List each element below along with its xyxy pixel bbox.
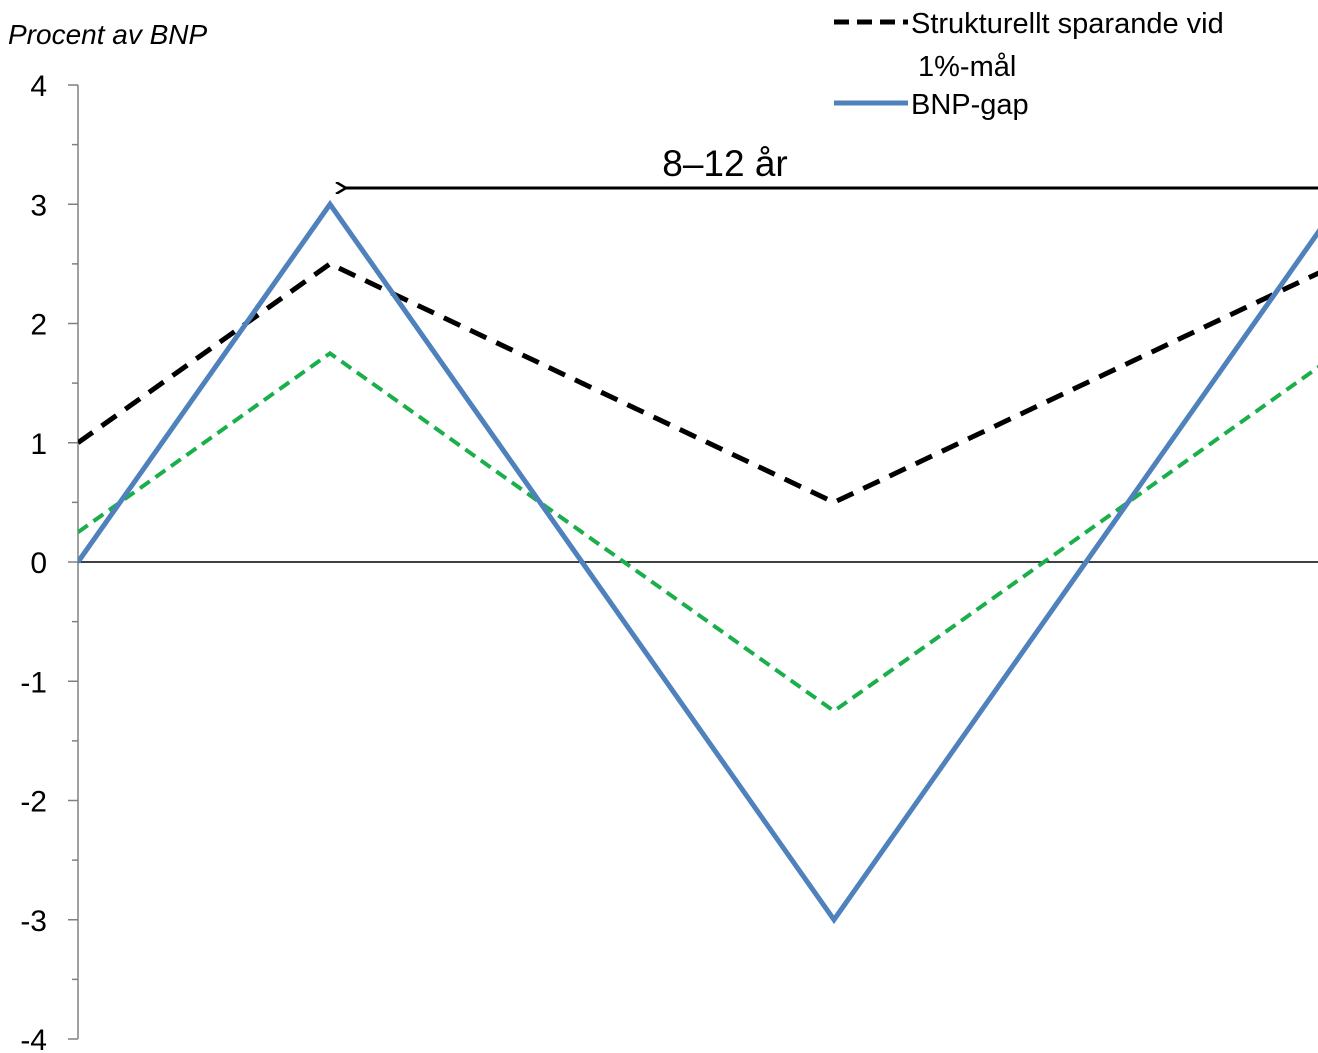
y-tick-label: 1 <box>30 428 47 461</box>
y-tick-label: -1 <box>20 666 47 699</box>
legend-label-strukturellt-line2: 1%-mål <box>918 51 1016 83</box>
legend-label-strukturellt: Strukturellt sparande vid <box>911 8 1224 40</box>
y-tick-label: -3 <box>20 905 47 938</box>
y-tick-label: -2 <box>20 786 47 819</box>
series-line-green <box>78 350 1318 714</box>
legend-label-bnpgap: BNP-gap <box>911 89 1029 121</box>
series-line-bnpgap <box>78 199 1318 925</box>
y-tick-label: 2 <box>30 309 47 342</box>
y-tick-label: -4 <box>20 1024 47 1053</box>
legend: Strukturellt sparande vid 1%-mål BNP-gap <box>834 8 1224 121</box>
annotation-layer: 8–12 år <box>346 143 1318 188</box>
y-tick-label: 0 <box>30 547 47 580</box>
y-tick-label: 3 <box>30 189 47 222</box>
y-tick-label: 4 <box>30 70 47 103</box>
axes: 4 3 2 1 0 -1 -2 -3 -4 <box>20 70 1318 1053</box>
series-line-strukturellt <box>78 260 1318 506</box>
y-axis-label: Procent av BNP <box>8 19 208 50</box>
period-annotation-label: 8–12 år <box>662 143 788 184</box>
series-layer <box>78 199 1318 925</box>
